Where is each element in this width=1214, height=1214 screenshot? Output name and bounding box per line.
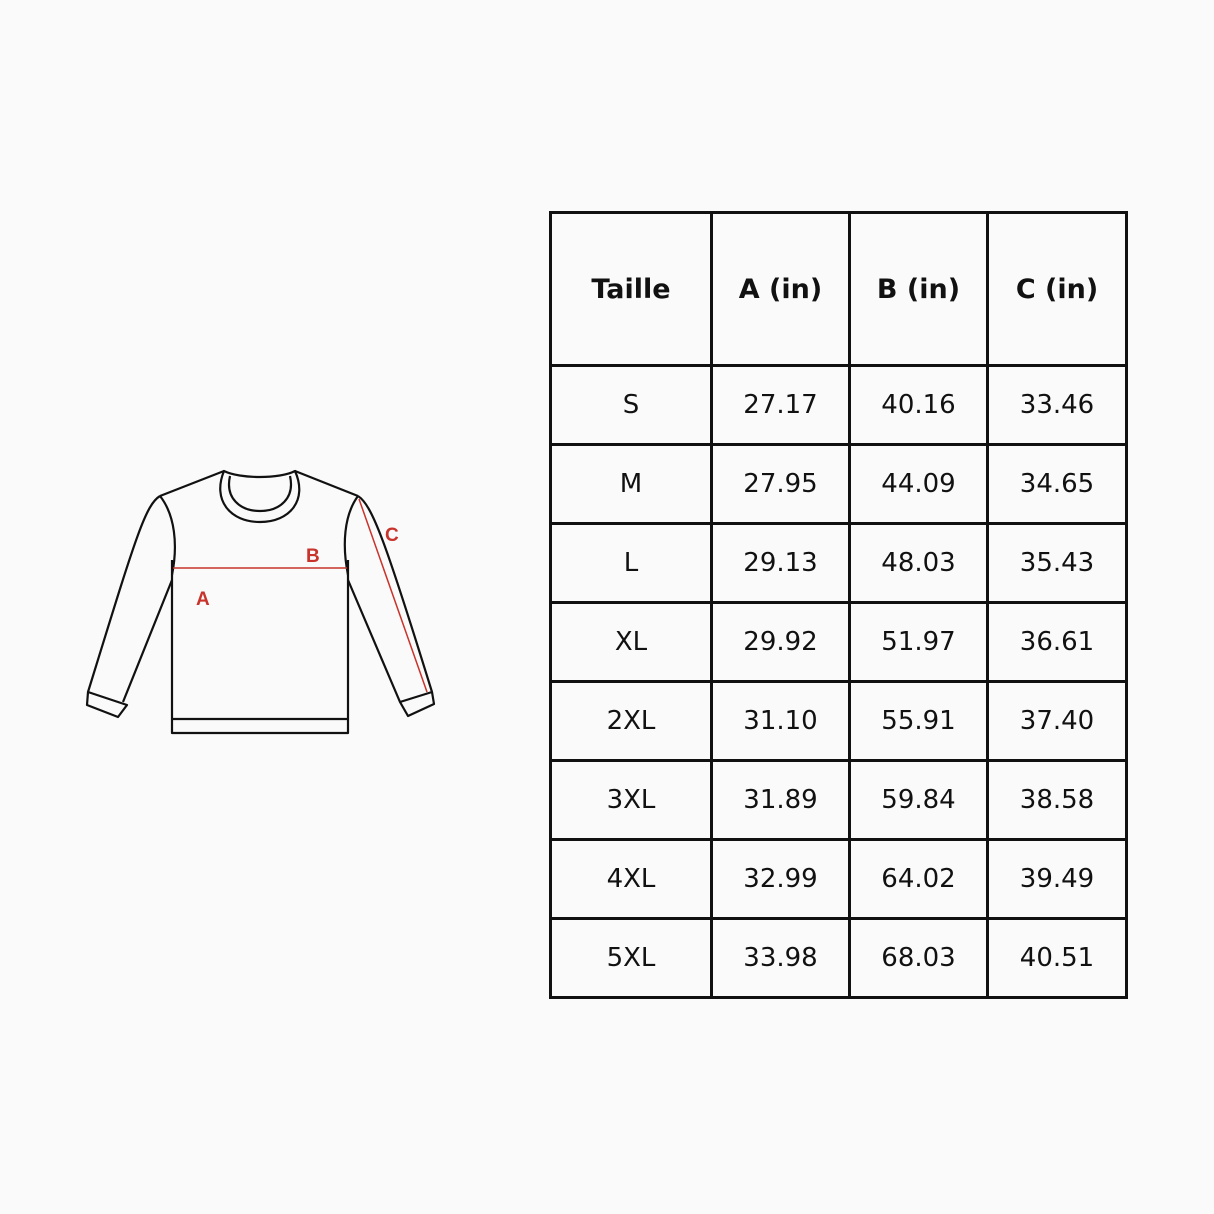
size-chart-table: Taille A (in) B (in) C (in) S 27.17 40.16 3…: [549, 211, 1128, 999]
right-cuff: [398, 690, 436, 718]
cell-size: 5XL: [549, 917, 713, 999]
cell-b: 48.03: [848, 522, 989, 604]
cell-b: 55.91: [848, 680, 989, 762]
header-b: B (in): [848, 211, 989, 367]
cell-size: S: [549, 364, 713, 446]
cell-a: 31.10: [710, 680, 851, 762]
table-header-row: Taille A (in) B (in) C (in): [549, 211, 1128, 367]
cell-c: 40.51: [986, 917, 1128, 999]
left-armhole: [159, 495, 176, 576]
cell-b: 51.97: [848, 601, 989, 683]
cell-b: 64.02: [848, 838, 989, 920]
label-b: B: [306, 546, 320, 567]
cell-a: 31.89: [710, 759, 851, 841]
table-row: S 27.17 40.16 33.46: [549, 364, 1128, 446]
right-armhole: [343, 495, 359, 576]
cell-size: 4XL: [549, 838, 713, 920]
cell-c: 36.61: [986, 601, 1128, 683]
cell-size: 2XL: [549, 680, 713, 762]
cell-b: 59.84: [848, 759, 989, 841]
cell-size: XL: [549, 601, 713, 683]
label-c: C: [385, 525, 399, 546]
sweater-diagram: A B C: [85, 469, 436, 735]
table-row: 2XL 31.10 55.91 37.40: [549, 680, 1128, 762]
table-row: L 29.13 48.03 35.43: [549, 522, 1128, 604]
measure-line-c: [358, 498, 428, 693]
left-cuff: [85, 690, 129, 719]
cell-size: L: [549, 522, 713, 604]
table-row: XL 29.92 51.97 36.61: [549, 601, 1128, 683]
cell-c: 33.46: [986, 364, 1128, 446]
cell-c: 37.40: [986, 680, 1128, 762]
cell-b: 68.03: [848, 917, 989, 999]
header-c: C (in): [986, 211, 1128, 367]
cell-b: 44.09: [848, 443, 989, 525]
table-row: 5XL 33.98 68.03 40.51: [549, 917, 1128, 999]
cell-c: 34.65: [986, 443, 1128, 525]
cell-a: 29.92: [710, 601, 851, 683]
table-row: 4XL 32.99 64.02 39.49: [549, 838, 1128, 920]
left-sleeve: [86, 495, 174, 703]
table-row: M 27.95 44.09 34.65: [549, 443, 1128, 525]
cell-a: 32.99: [710, 838, 851, 920]
cell-size: M: [549, 443, 713, 525]
cell-c: 35.43: [986, 522, 1128, 604]
cell-a: 33.98: [710, 917, 851, 999]
header-a: A (in): [710, 211, 851, 367]
collar-outer: [219, 469, 301, 524]
right-sleeve: [346, 495, 434, 703]
cell-a: 27.17: [710, 364, 851, 446]
sweater-body-outline: [159, 469, 359, 735]
cell-c: 38.58: [986, 759, 1128, 841]
cell-size: 3XL: [549, 759, 713, 841]
header-size: Taille: [549, 211, 713, 367]
cell-c: 39.49: [986, 838, 1128, 920]
table-row: 3XL 31.89 59.84 38.58: [549, 759, 1128, 841]
cell-a: 27.95: [710, 443, 851, 525]
label-a: A: [196, 589, 210, 610]
collar-inner: [227, 475, 293, 513]
cell-b: 40.16: [848, 364, 989, 446]
cell-a: 29.13: [710, 522, 851, 604]
